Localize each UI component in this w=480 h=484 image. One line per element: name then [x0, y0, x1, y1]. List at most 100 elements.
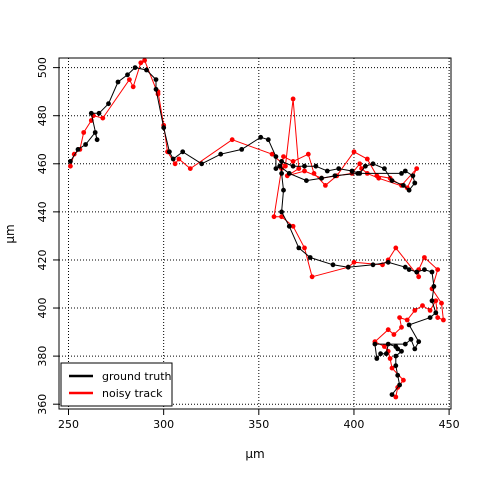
data-point-ground-truth: [96, 110, 102, 116]
data-point-noisy-track: [279, 214, 284, 220]
data-point-noisy-track: [271, 214, 277, 220]
y-axis-label: µm: [3, 224, 17, 243]
data-point-ground-truth: [153, 77, 159, 82]
data-point-ground-truth: [406, 187, 412, 193]
data-point-noisy-track: [364, 156, 370, 162]
data-point-ground-truth: [273, 166, 279, 172]
legend-label-noisy-track: noisy track: [102, 387, 163, 400]
data-point-noisy-track: [385, 327, 391, 333]
data-point-ground-truth: [332, 173, 338, 179]
data-point-ground-truth: [239, 147, 245, 152]
data-point-ground-truth: [355, 171, 361, 176]
data-point-ground-truth: [370, 161, 376, 167]
data-point-ground-truth: [170, 156, 176, 162]
data-point-ground-truth: [290, 163, 296, 169]
data-point-ground-truth: [378, 351, 383, 357]
data-point-ground-truth: [83, 142, 88, 147]
data-point-noisy-track: [391, 332, 397, 337]
data-point-noisy-track: [290, 96, 296, 102]
data-point-ground-truth: [406, 322, 412, 328]
data-point-noisy-track: [81, 130, 87, 135]
legend: ground truth noisy track: [60, 362, 173, 407]
data-point-ground-truth: [395, 372, 401, 378]
data-point-noisy-track: [269, 151, 275, 157]
data-point-ground-truth: [68, 159, 73, 164]
data-point-ground-truth: [279, 171, 284, 176]
data-point-ground-truth: [279, 159, 284, 164]
data-point-ground-truth: [412, 346, 418, 352]
data-point-ground-truth: [401, 183, 406, 188]
y-tick-label: 460: [36, 153, 49, 174]
data-point-ground-truth: [416, 339, 422, 345]
data-point-ground-truth: [372, 341, 378, 347]
data-point-noisy-track: [296, 166, 302, 172]
data-point-ground-truth: [265, 137, 271, 143]
data-point-ground-truth: [414, 269, 420, 275]
data-point-ground-truth: [363, 163, 368, 169]
data-point-ground-truth: [397, 382, 402, 388]
data-point-noisy-track: [351, 259, 357, 265]
data-point-ground-truth: [370, 262, 376, 268]
data-point-noisy-track: [130, 84, 136, 90]
data-point-noisy-track: [142, 58, 148, 63]
data-point-ground-truth: [75, 147, 81, 152]
data-point-ground-truth: [319, 175, 324, 181]
x-tick-label: 300: [153, 418, 174, 431]
data-point-ground-truth: [433, 310, 439, 316]
plot-frame: [58, 57, 452, 410]
data-point-noisy-track: [393, 394, 399, 400]
data-point-ground-truth: [349, 168, 355, 174]
data-point-ground-truth: [399, 348, 404, 354]
data-point-ground-truth: [302, 163, 307, 169]
data-point-noisy-track: [281, 154, 286, 160]
data-point-ground-truth: [153, 86, 159, 92]
data-point-noisy-track: [172, 161, 178, 167]
data-point-noisy-track: [138, 60, 144, 66]
data-point-noisy-track: [309, 274, 315, 280]
data-point-noisy-track: [435, 315, 441, 320]
data-point-ground-truth: [279, 209, 284, 215]
data-point-noisy-track: [422, 255, 427, 260]
data-point-noisy-track: [311, 171, 317, 176]
legend-label-ground-truth: ground truth: [102, 370, 172, 383]
data-point-noisy-track: [176, 156, 182, 162]
data-point-noisy-track: [187, 166, 193, 172]
data-point-ground-truth: [161, 125, 167, 131]
data-point-ground-truth: [402, 264, 408, 270]
data-point-ground-truth: [286, 171, 292, 176]
data-point-ground-truth: [88, 110, 94, 116]
data-point-ground-truth: [336, 166, 342, 172]
data-point-ground-truth: [410, 173, 416, 179]
y-tick-label: 500: [36, 57, 49, 78]
data-point-noisy-track: [420, 303, 425, 308]
data-point-ground-truth: [393, 363, 399, 369]
data-point-noisy-track: [439, 300, 444, 306]
x-axis: 250 300 350 400 450: [58, 409, 460, 431]
data-point-ground-truth: [429, 269, 435, 275]
data-point-ground-truth: [180, 149, 186, 155]
data-point-ground-truth: [313, 163, 319, 169]
data-point-ground-truth: [94, 137, 100, 143]
data-point-ground-truth: [374, 356, 380, 361]
data-point-ground-truth: [382, 166, 387, 172]
data-point-ground-truth: [427, 315, 433, 320]
data-point-noisy-track: [302, 245, 307, 251]
data-point-ground-truth: [218, 151, 224, 157]
data-point-noisy-track: [290, 223, 296, 229]
data-point-ground-truth: [106, 101, 111, 107]
data-point-ground-truth: [385, 341, 391, 347]
x-tick-label: 450: [439, 418, 460, 431]
data-point-ground-truth: [296, 245, 302, 251]
x-axis-label: µm: [245, 447, 264, 461]
y-tick-label: 440: [36, 201, 49, 222]
y-axis: 360 380 400 420 440 460 480 500: [36, 57, 59, 415]
data-point-noisy-track: [404, 317, 410, 323]
data-point-noisy-track: [376, 175, 382, 181]
data-point-noisy-track: [229, 137, 235, 143]
y-tick-label: 400: [36, 298, 49, 319]
data-point-ground-truth: [277, 163, 283, 169]
series-ground-truth: [68, 65, 439, 397]
data-point-ground-truth: [385, 259, 391, 265]
